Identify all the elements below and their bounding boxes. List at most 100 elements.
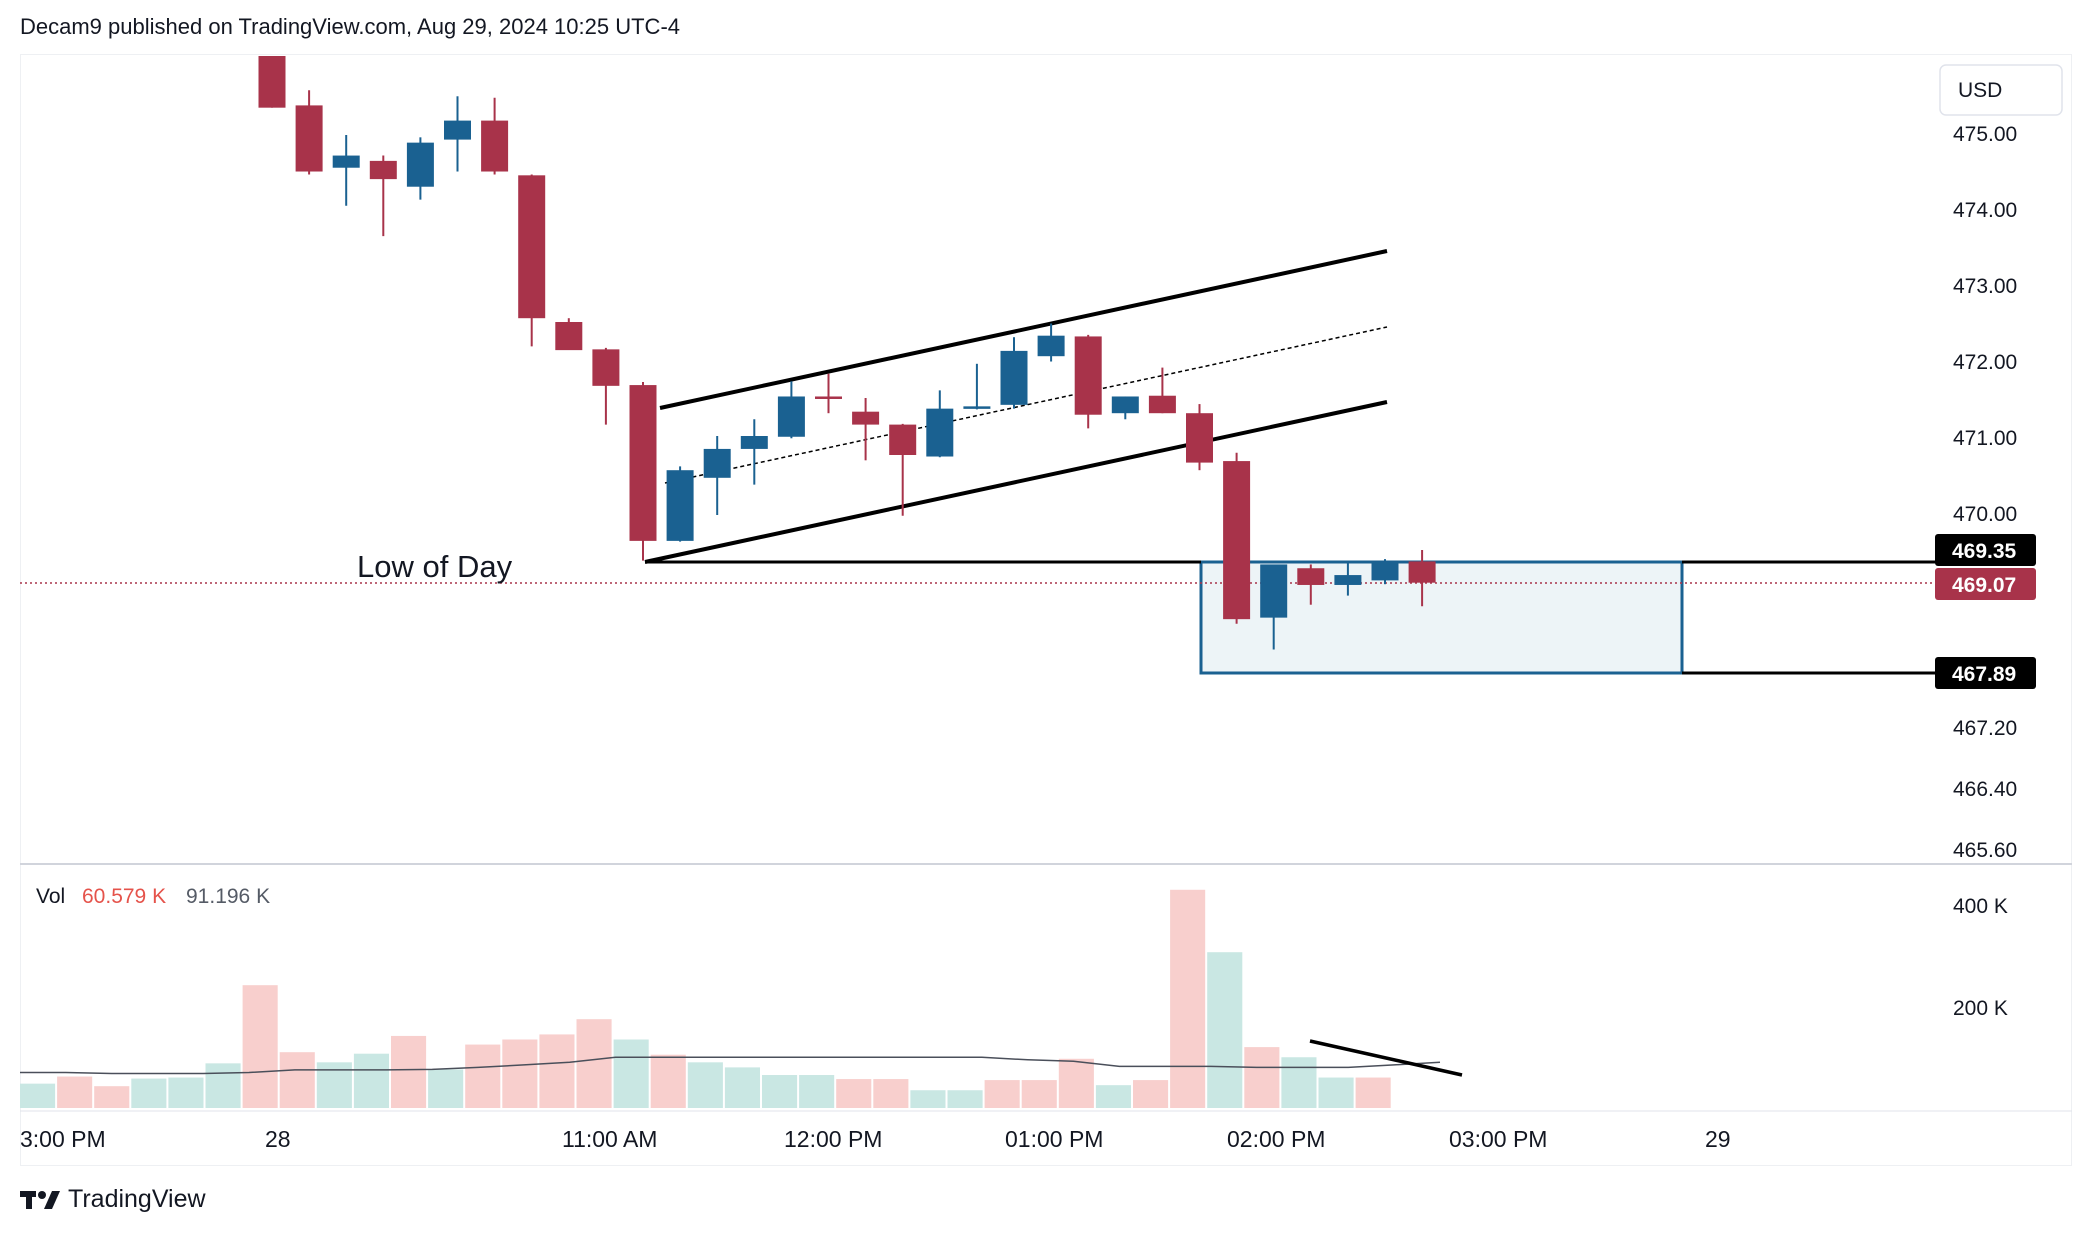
volume-bar — [168, 1077, 204, 1108]
price-axis[interactable]: USD 475.00 474.00 473.00 472.00 471.00 4… — [1935, 64, 2063, 862]
candle — [777, 381, 805, 439]
candle — [555, 318, 583, 351]
consolidation-zone[interactable] — [1199, 560, 1684, 675]
price-tag-label: 469.35 — [1952, 540, 2017, 563]
price-tick: 471.00 — [1953, 427, 2017, 450]
volume-bar — [1318, 1077, 1354, 1108]
volume-value-average: 91.196 K — [186, 885, 270, 908]
volume-tick: 200 K — [1953, 997, 2008, 1020]
volume-bar — [391, 1035, 427, 1108]
volume-bar — [1207, 952, 1243, 1108]
candle — [1148, 367, 1176, 414]
volume-bar — [279, 1052, 315, 1108]
candle-body — [1334, 575, 1362, 585]
candle-body — [481, 120, 509, 172]
tradingview-logo-text: TradingView — [68, 1185, 206, 1213]
volume-bar — [613, 1039, 649, 1108]
currency-button[interactable] — [1939, 64, 2063, 116]
volume-title[interactable]: Vol — [36, 885, 65, 908]
time-tick: 02:00 PM — [1227, 1126, 1325, 1152]
time-tick: 12:00 PM — [784, 1126, 882, 1152]
candle — [889, 423, 917, 516]
volume-bar — [57, 1076, 93, 1108]
candle-body — [406, 142, 434, 187]
volume-bar — [910, 1090, 946, 1108]
price-tag-label: 467.89 — [1952, 663, 2016, 686]
price-tick: 472.00 — [1953, 351, 2017, 374]
candle — [481, 97, 509, 175]
volume-bar — [1355, 1077, 1391, 1108]
channel-upper-line[interactable] — [659, 249, 1388, 410]
candle — [703, 436, 731, 516]
low-of-day-label[interactable]: Low of Day — [357, 549, 513, 584]
volume-bars — [20, 889, 1391, 1108]
tradingview-logo-icon — [20, 1190, 60, 1209]
volume-bar — [873, 1079, 909, 1108]
candle — [1371, 559, 1399, 585]
tradingview-logo[interactable]: TradingView — [20, 1185, 206, 1214]
candle — [926, 390, 954, 458]
price-tick: 466.40 — [1953, 778, 2017, 801]
price-tag-label: 469.07 — [1952, 574, 2016, 597]
volume-bar — [687, 1062, 723, 1108]
candle-body — [703, 448, 731, 478]
volume-bar — [947, 1090, 983, 1108]
candle — [1074, 334, 1102, 429]
volume-bar — [984, 1080, 1020, 1108]
volume-ma-line — [20, 1056, 1441, 1075]
time-axis[interactable]: 3:00 PM 28 11:00 AM 12:00 PM 01:00 PM 02… — [20, 1126, 1731, 1152]
candle-body — [295, 105, 323, 172]
time-tick: 28 — [265, 1126, 291, 1152]
candle-body — [592, 349, 620, 386]
volume-bar — [1133, 1080, 1169, 1108]
channel-lower-line[interactable] — [644, 400, 1388, 564]
channel-mid-line[interactable] — [664, 326, 1388, 484]
volume-bar — [465, 1044, 501, 1108]
currency-label: USD — [1958, 79, 2002, 102]
candle — [1186, 404, 1213, 471]
candle-body — [629, 385, 657, 541]
candle — [1037, 323, 1065, 362]
volume-tick: 400 K — [1953, 895, 2008, 918]
candle — [295, 90, 323, 175]
candle — [592, 347, 620, 425]
volume-bar — [353, 1053, 389, 1108]
candle-body — [740, 436, 768, 449]
candle-body — [1297, 568, 1325, 585]
candle-body — [1111, 396, 1139, 414]
volume-ma — [20, 1056, 1441, 1075]
candle-body — [369, 160, 397, 180]
candle-body — [1000, 350, 1028, 405]
candle-body — [1074, 336, 1102, 415]
volume-bar — [799, 1075, 835, 1108]
candle-body — [1186, 413, 1213, 463]
volume-bar — [205, 1063, 241, 1108]
candle-body — [1260, 564, 1288, 618]
candle-body — [518, 175, 546, 319]
candle — [406, 137, 434, 200]
candle-body — [444, 120, 471, 140]
price-tag-zone-bottom — [1935, 657, 2036, 689]
volume-bar — [131, 1078, 167, 1108]
volume-bar — [650, 1054, 686, 1108]
candle-body — [555, 322, 583, 351]
candle — [1260, 564, 1288, 650]
candle-body — [777, 396, 805, 437]
volume-bar — [836, 1079, 872, 1108]
volume-bar — [1281, 1057, 1317, 1108]
candle-body — [815, 396, 842, 399]
candle — [1408, 550, 1436, 607]
time-tick: 3:00 PM — [20, 1126, 106, 1152]
candle — [332, 135, 360, 206]
candle-body — [889, 424, 917, 455]
volume-bar — [1021, 1080, 1057, 1108]
candles — [258, 56, 1436, 650]
time-tick: 11:00 AM — [562, 1126, 657, 1152]
volume-bar — [1170, 889, 1206, 1108]
price-tag-zone-top — [1935, 534, 2036, 566]
chart-frame — [20, 54, 2072, 1166]
volume-trend-line[interactable] — [1309, 1039, 1463, 1077]
candle-body — [332, 155, 360, 168]
candle-body — [1223, 461, 1251, 620]
